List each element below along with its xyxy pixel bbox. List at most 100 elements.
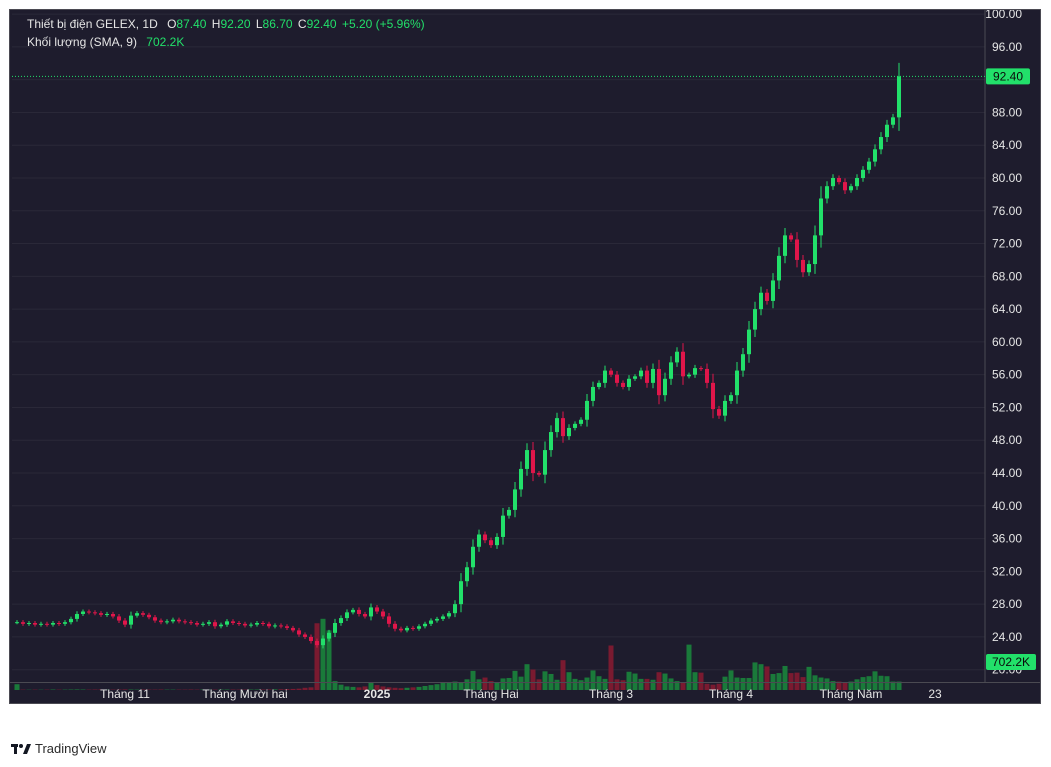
candle-body [591,386,595,401]
volume-bar [824,678,830,690]
volume-bar [842,681,848,690]
candle [537,470,541,477]
volume-bar [740,677,746,690]
candle-body [759,292,763,310]
candle [525,443,529,476]
volume-bar [458,681,464,690]
volume-bar [584,677,590,690]
candle [573,421,577,431]
candle [855,174,859,190]
candle [663,372,667,402]
candle-body [495,536,499,546]
candle-body [693,368,697,375]
candle-body [447,613,451,617]
volume-bar [362,686,368,690]
candle-body [441,616,445,619]
candle [63,620,67,626]
candle-body [231,621,235,623]
candle-body [333,622,337,633]
candle-body [81,611,85,614]
candle [513,482,517,518]
candle [201,621,205,627]
candle-body [861,169,865,178]
candle-body [357,609,361,614]
volume-label[interactable]: Khối lượng (SMA, 9) [27,35,137,49]
candle [273,623,277,629]
candle [531,441,535,482]
candle [729,392,733,404]
candle-body [339,618,343,623]
y-tick-label: 100.00 [985,10,1022,21]
candle [657,359,661,405]
candle [381,608,385,620]
candle [165,619,169,625]
volume-bar [776,673,782,690]
candle-body [321,638,325,646]
candle [183,619,187,625]
candles [15,62,901,649]
candle-body [885,124,889,138]
candle-body [93,612,97,614]
candle [723,395,727,422]
candle-body [117,616,121,621]
candle-body [729,395,733,401]
candle [765,289,769,305]
volume-bar [704,683,710,690]
volume-bar [296,688,302,690]
tradingview-logo-icon [11,743,31,754]
candle-body [261,622,265,624]
candle-body [123,620,127,625]
volume-bar [350,686,356,690]
tradingview-logo[interactable]: TradingView [11,741,107,756]
volume-bar [416,686,422,690]
volume-bar [278,689,284,690]
candle-body [291,627,295,631]
volume-bar [302,687,308,690]
candle [861,166,865,182]
volume-bar [446,681,452,690]
volume-bar [716,683,722,690]
volume-bar [608,645,614,690]
volume-bar [596,676,602,690]
candle [567,424,571,440]
symbol-title[interactable]: Thiết bị điện GELEX, 1D [27,17,158,31]
volume-bar [662,673,668,690]
candle-body [63,622,67,624]
candle-body [849,186,853,191]
last-price-badge [986,68,1030,85]
volume-bar [722,676,728,690]
volume-bar [848,681,854,690]
candle-body [405,627,409,631]
candle-body [159,620,163,623]
candle-body [225,621,229,625]
low-value: 86.70 [262,17,293,31]
candle [345,609,349,622]
candle-body [33,622,37,625]
volume-bar [266,689,272,690]
candle-body [75,613,79,619]
candle-body [195,622,199,625]
candle [669,356,673,385]
volume-bar [692,672,698,690]
volume-bar [656,672,662,690]
candle [297,627,301,637]
candle [579,417,583,427]
volume-bar [698,672,704,690]
candle-body [573,423,577,428]
candle-body [825,186,829,199]
volume-badge [986,654,1036,670]
candle-body [351,609,355,613]
candle [483,531,487,544]
low-label: L [255,17,263,31]
volume-bar [524,664,530,690]
price-chart[interactable]: 100.0096.0092.0088.0084.0080.0076.0072.0… [10,10,1040,703]
candle [333,618,337,638]
candle-body [345,612,349,619]
volume-bar [860,677,866,690]
chart-frame[interactable]: 100.0096.0092.0088.0084.0080.0076.0072.0… [9,9,1041,704]
candle-body [327,632,331,639]
candle-body [393,623,397,629]
candle-body [453,604,457,614]
candle-body [681,351,685,377]
candle [699,366,703,371]
